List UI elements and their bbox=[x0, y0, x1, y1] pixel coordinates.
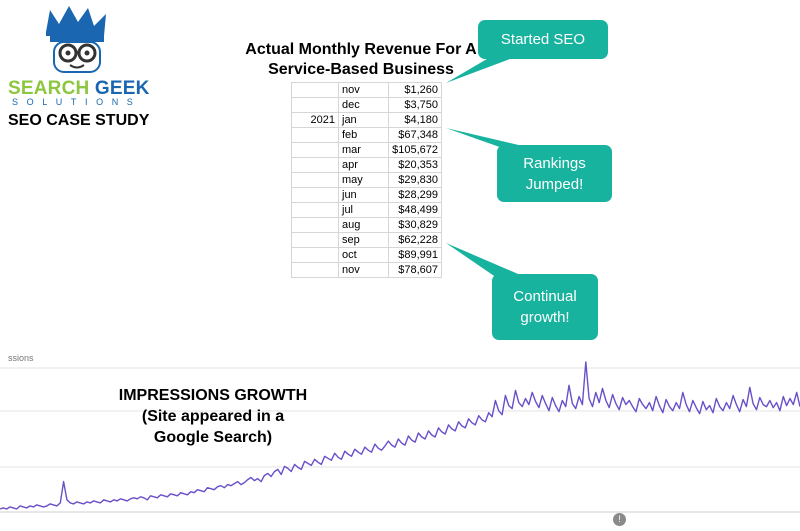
chart-title-line3: Google Search) bbox=[153, 429, 273, 446]
cell-value: $28,299 bbox=[388, 187, 442, 203]
table-row: jun $28,299 bbox=[291, 187, 442, 203]
cell-month: nov bbox=[338, 82, 389, 98]
cell-month: aug bbox=[338, 217, 389, 233]
table-row: jul $48,499 bbox=[291, 202, 442, 218]
cell-value: $1,260 bbox=[388, 82, 442, 98]
cell-value: $4,180 bbox=[388, 112, 442, 128]
table-row: may $29,830 bbox=[291, 172, 442, 188]
table-row: mar $105,672 bbox=[291, 142, 442, 158]
table-row: sep $62,228 bbox=[291, 232, 442, 248]
cell-value: $78,607 bbox=[388, 262, 442, 278]
cell-value: $29,830 bbox=[388, 172, 442, 188]
cell-year bbox=[291, 157, 339, 173]
cell-year bbox=[291, 202, 339, 218]
cell-year bbox=[291, 97, 339, 113]
cell-month: jan bbox=[338, 112, 389, 128]
callout-growth-line1: Continual bbox=[513, 288, 577, 305]
table-row: aug $30,829 bbox=[291, 217, 442, 233]
table-row: oct $89,991 bbox=[291, 247, 442, 263]
cell-month: mar bbox=[338, 142, 389, 158]
impressions-chart bbox=[0, 361, 800, 513]
cell-month: sep bbox=[338, 232, 389, 248]
logo bbox=[46, 6, 106, 73]
cell-month: dec bbox=[338, 97, 389, 113]
table-row: nov $78,607 bbox=[291, 262, 442, 278]
cell-value: $89,991 bbox=[388, 247, 442, 263]
table-row: apr $20,353 bbox=[291, 157, 442, 173]
cell-month: apr bbox=[338, 157, 389, 173]
cell-value: $105,672 bbox=[388, 142, 442, 158]
table-title: Actual Monthly Revenue For A Service-Bas… bbox=[232, 40, 490, 80]
cell-month: feb bbox=[338, 127, 389, 143]
table-title-line2: Service-Based Business bbox=[268, 61, 454, 78]
cell-month: jul bbox=[338, 202, 389, 218]
cell-year bbox=[291, 217, 339, 233]
case-study-caption: SEO CASE STUDY bbox=[8, 112, 150, 129]
chart-title: IMPRESSIONS GROWTH (Site appeared in a G… bbox=[108, 385, 318, 448]
info-icon[interactable]: ! bbox=[613, 513, 626, 526]
chart-title-line2: (Site appeared in a bbox=[141, 408, 285, 425]
revenue-table: nov $1,260 dec $3,750 2021 jan $4,180 feb $67,34… bbox=[291, 82, 442, 278]
logo-word-geek: GEEK bbox=[94, 78, 150, 99]
cell-value: $3,750 bbox=[388, 97, 442, 113]
cell-year bbox=[291, 82, 339, 98]
cell-year bbox=[291, 187, 339, 203]
cell-month: nov bbox=[338, 262, 389, 278]
cell-year bbox=[291, 232, 339, 248]
table-row: nov $1,260 bbox=[291, 82, 442, 98]
logo-subtitle: SOLUTIONS bbox=[12, 97, 142, 107]
callout-continual-growth: Continual growth! bbox=[492, 274, 598, 340]
geek-mascot-icon bbox=[46, 6, 106, 73]
cell-value: $48,499 bbox=[388, 202, 442, 218]
table-row: 2021 jan $4,180 bbox=[291, 112, 442, 128]
logo-word-search: SEARCH bbox=[8, 78, 90, 99]
cell-year bbox=[291, 247, 339, 263]
revenue-table-body: nov $1,260 dec $3,750 2021 jan $4,180 feb $67,34… bbox=[291, 82, 442, 278]
callout-started-seo-text: Started SEO bbox=[500, 31, 586, 48]
cell-year bbox=[291, 262, 339, 278]
cell-value: $62,228 bbox=[388, 232, 442, 248]
cell-value: $20,353 bbox=[388, 157, 442, 173]
cell-year: 2021 bbox=[291, 112, 339, 128]
cell-year bbox=[291, 127, 339, 143]
callout-growth-line2: growth! bbox=[520, 309, 570, 326]
cell-month: jun bbox=[338, 187, 389, 203]
callout-rankings-jumped: Rankings Jumped! bbox=[497, 145, 612, 202]
cell-value: $30,829 bbox=[388, 217, 442, 233]
chart-axis-label: ssions bbox=[8, 353, 34, 363]
cell-year bbox=[291, 142, 339, 158]
cell-value: $67,348 bbox=[388, 127, 442, 143]
logo-wordmark: SEARCH GEEK bbox=[8, 78, 150, 100]
impressions-series-line bbox=[0, 361, 800, 510]
callout-rank-line2: Jumped! bbox=[525, 175, 584, 193]
table-title-line1: Actual Monthly Revenue For A bbox=[245, 41, 477, 58]
cell-month: oct bbox=[338, 247, 389, 263]
chart-title-line1: IMPRESSIONS GROWTH bbox=[118, 387, 308, 404]
callout-started-seo: Started SEO bbox=[478, 20, 608, 59]
table-row: dec $3,750 bbox=[291, 97, 442, 113]
cell-month: may bbox=[338, 172, 389, 188]
callout-rank-line1: Rankings bbox=[523, 154, 586, 172]
table-row: feb $67,348 bbox=[291, 127, 442, 143]
cell-year bbox=[291, 172, 339, 188]
